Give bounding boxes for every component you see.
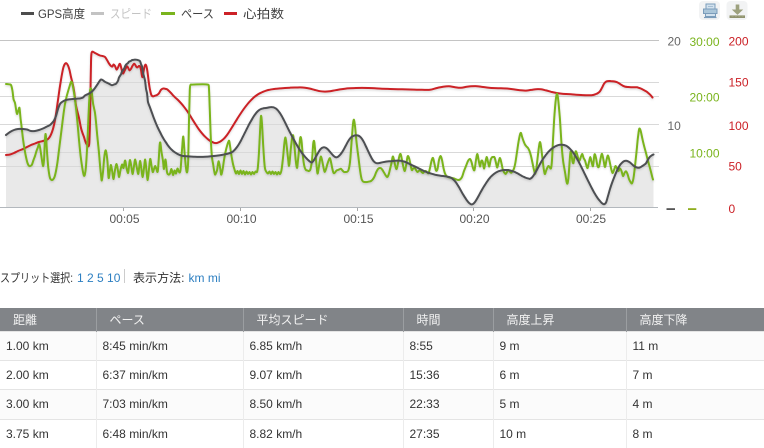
svg-text:心拍数: 心拍数 <box>243 6 284 21</box>
svg-text:00:20: 00:20 <box>459 212 489 226</box>
svg-text:200: 200 <box>729 35 749 49</box>
svg-text:150: 150 <box>729 76 749 90</box>
svg-text:スプリット選択:: スプリット選択: <box>0 271 73 285</box>
svg-text:30:00: 30:00 <box>690 35 720 49</box>
svg-text:00:25: 00:25 <box>576 212 606 226</box>
svg-text:表示方法:: 表示方法: <box>133 270 185 285</box>
svg-text:00:10: 00:10 <box>226 212 256 226</box>
svg-text:00:05: 00:05 <box>109 212 139 226</box>
svg-text:10: 10 <box>668 119 682 133</box>
svg-text:50: 50 <box>729 160 743 174</box>
svg-text:ペース: ペース <box>181 7 214 21</box>
svg-text:km mi: km mi <box>189 271 221 285</box>
svg-text:スピード: スピード <box>110 7 152 21</box>
svg-text:10:00: 10:00 <box>690 146 720 160</box>
svg-text:1 2 5 10: 1 2 5 10 <box>77 271 121 285</box>
svg-text:GPS高度: GPS高度 <box>38 6 85 21</box>
svg-text:100: 100 <box>729 119 749 133</box>
svg-text:20:00: 20:00 <box>690 90 720 104</box>
svg-text:0: 0 <box>729 202 736 216</box>
svg-text:00:15: 00:15 <box>343 212 373 226</box>
svg-text:20: 20 <box>668 35 682 49</box>
